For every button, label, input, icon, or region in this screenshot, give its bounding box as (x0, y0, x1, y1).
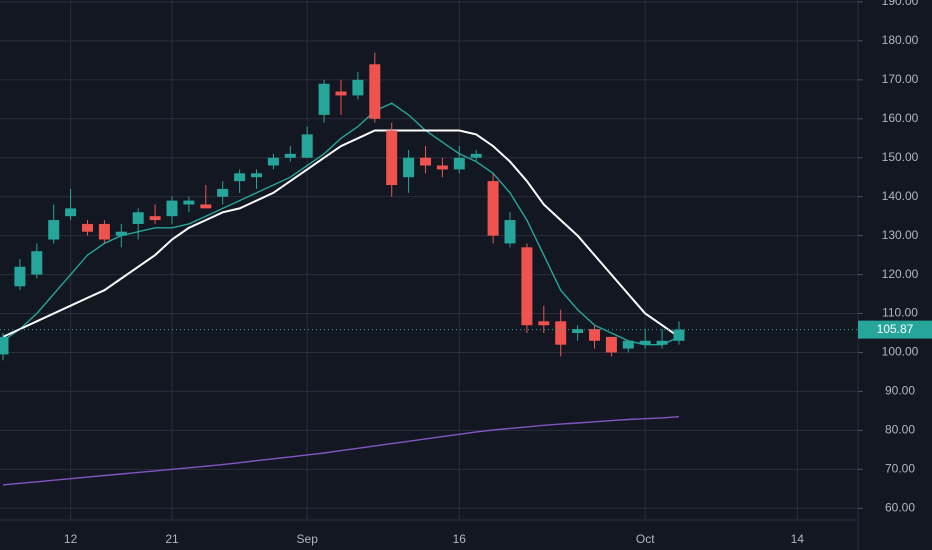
candle-body (572, 329, 584, 333)
candle-body (217, 188, 229, 197)
candle-body (369, 64, 381, 119)
candle-body (521, 247, 533, 326)
candle-body (622, 340, 634, 349)
candle-body (14, 266, 26, 287)
x-tick-label: 12 (64, 532, 78, 546)
y-tick-label: 190.00 (882, 0, 919, 8)
candle-body (470, 153, 482, 158)
y-tick-label: 160.00 (882, 111, 919, 125)
candle-body (335, 91, 347, 96)
y-tick-label: 60.00 (885, 500, 915, 514)
last-price-box (858, 320, 932, 339)
moving-average-line (2, 129, 680, 338)
x-tick-label: 21 (165, 532, 179, 546)
candle-body (403, 157, 415, 178)
last-price-label: 105.87 (877, 322, 914, 336)
candle-body (251, 173, 262, 178)
x-tick-label: Sep (297, 532, 319, 546)
moving-average-line (2, 102, 680, 346)
y-tick-label: 170.00 (882, 72, 919, 86)
y-tick-label: 110.00 (882, 306, 918, 320)
y-tick-label: 100.00 (882, 345, 919, 359)
candle-body (673, 329, 685, 341)
y-tick-label: 150.00 (882, 150, 919, 164)
moving-average-line (2, 416, 680, 486)
y-tick-label: 130.00 (882, 228, 919, 242)
candle-body (538, 321, 550, 326)
candle-body (267, 157, 279, 166)
x-tick-label: 14 (791, 532, 805, 546)
candle-body (589, 329, 600, 341)
candle-body (605, 336, 617, 353)
candle-body (82, 223, 93, 232)
y-tick-label: 90.00 (885, 384, 915, 398)
candle-body (639, 340, 651, 345)
candle-body (555, 321, 567, 345)
candle-body (386, 130, 398, 185)
y-tick-label: 80.00 (885, 423, 915, 437)
candle-body (352, 79, 364, 96)
x-tick-label: 16 (453, 532, 467, 546)
candle-body (301, 134, 313, 158)
candle-body (284, 153, 296, 158)
y-tick-label: 70.00 (885, 461, 915, 475)
x-tick-label: Oct (636, 532, 655, 546)
candle-body (115, 231, 127, 236)
candle-body (0, 336, 9, 355)
candle-body (436, 165, 448, 170)
candle-body (504, 220, 516, 244)
candle-body (234, 173, 246, 182)
candle-body (48, 220, 60, 240)
y-tick-label: 120.00 (882, 267, 919, 281)
candle-body (487, 181, 499, 236)
y-tick-label: 180.00 (882, 33, 919, 47)
candle-body (420, 157, 431, 166)
candle-body (98, 223, 110, 240)
candle-body (453, 157, 465, 170)
y-tick-label: 140.00 (882, 189, 919, 203)
candle-body (318, 83, 330, 115)
plot (0, 52, 858, 486)
candle-body (31, 251, 43, 275)
candle-body (200, 204, 212, 209)
candle-body (183, 200, 195, 205)
axes: 60.00 70.00 80.00 90.00 100.00 110.00 120.00 13… (64, 0, 932, 546)
candle-body (132, 212, 144, 224)
candle-body (166, 200, 178, 217)
candle-body (65, 208, 77, 217)
candle-body (656, 340, 668, 345)
candle-body (149, 216, 161, 221)
